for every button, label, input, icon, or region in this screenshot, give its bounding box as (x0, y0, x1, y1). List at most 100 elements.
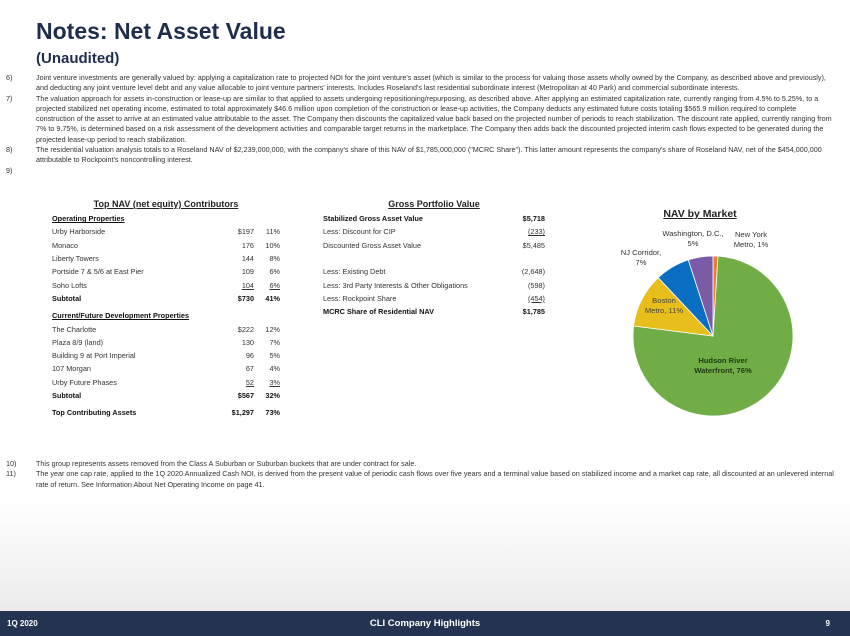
row-percent: 32% (265, 391, 280, 400)
row-value: $1,785 (522, 307, 545, 317)
note-text: The residential valuation analysis total… (36, 145, 822, 165)
row-value: 96 (245, 351, 254, 361)
page-number: 9 (825, 619, 830, 628)
row-label: Soho Lofts (52, 280, 87, 290)
note-item: 6) Joint venture investments are generall… (6, 73, 834, 94)
row-percent: 6% (269, 267, 280, 277)
row-value: (2,648) (521, 267, 545, 277)
row-label: Top Contributing Assets (52, 408, 137, 418)
note-text: Joint venture investments are generally … (36, 73, 826, 93)
row-percent: 11% (265, 227, 280, 237)
row-label: Less: 3rd Party Interests & Other Obliga… (323, 280, 468, 290)
table-row: Discounted Gross Asset Value $5,485 (323, 239, 545, 252)
row-label: Discounted Gross Asset Value (323, 240, 422, 250)
footer-title: CLI Company Highlights (369, 618, 481, 629)
row-value: 130 (241, 337, 254, 347)
row-percent: 6% (269, 280, 280, 290)
table-row: Plaza 8/9 (land) 130 7% (52, 336, 280, 349)
row-label: Subtotal (52, 293, 82, 303)
row-value: $730 (237, 293, 254, 303)
label-hudson: Hudson River Waterfront, 76% (694, 356, 752, 375)
row-label: Urby Future Phases (52, 377, 117, 387)
row-value: (233) (527, 227, 545, 237)
row-percent: 4% (269, 364, 280, 374)
row-value: $567 (237, 391, 254, 400)
row-value: 109 (241, 267, 254, 277)
table-row: Soho Lofts 104 6% (52, 278, 280, 291)
row-label: Plaza 8/9 (land) (52, 337, 104, 347)
row-label: Urby Harborside (52, 227, 106, 237)
row-value: $197 (237, 227, 254, 237)
note-item: 10) This group represents assets removed … (6, 459, 834, 469)
note-text: This group represents assets removed fro… (36, 459, 417, 468)
footer-bar: 1Q 2020 CLI Company Highlights 9 (0, 611, 850, 636)
row-label: Less: Rockpoint Share (323, 293, 397, 303)
row-value: 176 (241, 240, 254, 250)
note-number: 6) (6, 73, 13, 82)
row-percent: 12% (265, 324, 280, 334)
chart-title: NAV by Market (663, 208, 737, 220)
table-row: 107 Morgan 67 4% (52, 362, 280, 375)
notes-bottom: 10) This group represents assets removed … (6, 459, 834, 490)
pie-svg (632, 255, 794, 417)
pie-slice-washington-d-c- (687, 255, 714, 337)
contributors-title: Top NAV (net equity) Contributors (93, 199, 239, 209)
note-number: 7) (6, 93, 13, 103)
row-label: Building 9 at Port Imperial (52, 351, 136, 361)
row-label: Monaco (52, 240, 78, 250)
table-row: Subtotal $730 41% (52, 292, 280, 305)
table-row: Stabilized Gross Asset Value $5,718 (323, 212, 545, 225)
note-number: 10) (6, 459, 17, 468)
row-label: Less: Existing Debt (323, 267, 386, 277)
top-nav-contributors-table: Top NAV (net equity) Contributors Operat… (52, 199, 280, 419)
table-row: Current/Future Development Properties (52, 309, 280, 322)
row-label: Less: Discount for CIP (323, 227, 396, 237)
row-percent: 10% (265, 240, 280, 250)
row-value: 52 (245, 377, 254, 387)
page-subtitle: (Unaudited) (36, 50, 120, 67)
note-text (36, 166, 834, 176)
note-item: 7) The valuation approach for assets in-c… (6, 94, 834, 145)
note-item: 11) The year one cap rate, applied to the… (6, 469, 834, 490)
row-percent: 8% (269, 254, 280, 264)
row-value: $5,718 (522, 214, 545, 224)
note-item: 9) (6, 166, 834, 176)
row-label: Stabilized Gross Asset Value (323, 214, 423, 224)
table-row: Top Contributing Assets $1,297 73% (52, 406, 280, 419)
row-value: $222 (237, 324, 254, 334)
row-label: Current/Future Development Properties (52, 311, 190, 321)
row-percent: 7% (269, 337, 280, 347)
table-row: Liberty Towers 144 8% (52, 252, 280, 265)
gross-portfolio-table: Gross Portfolio Value Stabilized Gross A… (323, 199, 545, 318)
row-percent: 3% (269, 377, 280, 387)
label-new-york: New York Metro, 1% (733, 230, 769, 249)
note-number: 9) (6, 165, 13, 175)
page-title: Notes: Net Asset Value (36, 18, 286, 44)
row-label: The Charlotte (52, 324, 97, 334)
table-row: Less: Existing Debt (2,648) (323, 265, 545, 278)
note-text: The valuation approach for assets in-con… (36, 93, 832, 144)
row-percent: 41% (265, 293, 280, 303)
row-value: (454) (527, 293, 545, 303)
table-row: Monaco 176 10% (52, 239, 280, 252)
row-label: Portside 7 & 5/6 at East Pier (52, 267, 144, 277)
row-value: $5,485 (522, 240, 545, 250)
table-row: Urby Future Phases 52 3% (52, 376, 280, 389)
note-item: 8) The residential valuation analysis tot… (6, 145, 834, 166)
table-row: Building 9 at Port Imperial 96 5% (52, 349, 280, 362)
table-row: Portside 7 & 5/6 at East Pier 109 6% (52, 265, 280, 278)
table-row: Less: Rockpoint Share (454) (323, 292, 545, 305)
row-label: MCRC Share of Residential NAV (323, 307, 434, 317)
row-value: 144 (241, 254, 254, 264)
label-washington: Washington, D.C., 5% (662, 229, 724, 248)
notes-top: 6) Joint venture investments are generall… (6, 73, 834, 176)
row-percent: 73% (265, 408, 280, 418)
table-row: Less: Discount for CIP (233) (323, 225, 545, 238)
row-label: Operating Properties (52, 214, 125, 224)
row-value: 104 (241, 280, 254, 290)
table-row: Operating Properties (52, 212, 280, 225)
note-number: 8) (6, 145, 13, 155)
row-label: Subtotal (52, 391, 82, 400)
note-number: 11) (6, 469, 16, 479)
row-label: 107 Morgan (52, 364, 91, 374)
